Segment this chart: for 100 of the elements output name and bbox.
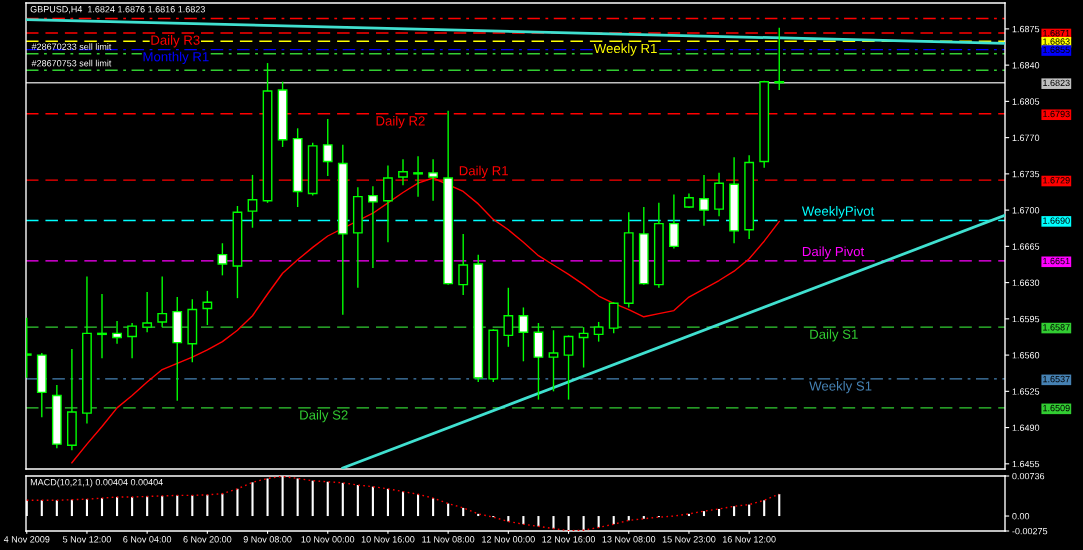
y-tick-label: 1.6455 [1012,460,1040,468]
bar [778,494,781,517]
x-tick-label: 10 Nov 16:00 [361,536,415,543]
x-tick-label: 6 Nov 20:00 [183,536,232,543]
y-tick-label: 0.00 [1012,513,1030,520]
x-tick-label: 11 Nov 08:00 [422,536,475,543]
bar [702,511,706,517]
y-tick-label: 1.6875 [1012,25,1040,33]
y-tick-label: 1.6805 [1012,98,1040,105]
ref-line-label: Daily R2 [376,115,425,129]
bar [296,478,299,517]
x-tick-label: 13 Nov 08:00 [602,536,656,543]
candlestick [774,27,785,91]
x-tick-label: 16 Nov 12:00 [722,536,776,543]
bar [597,516,600,528]
y-tick-label: 1.6630 [1012,279,1040,286]
y-tick-label: 1.6525 [1012,388,1040,395]
bar [161,495,164,517]
bar [176,495,179,517]
bar [341,482,344,517]
ref-line-label: Daily S1 [810,329,858,342]
y2-tick-label: 1.6651 [1043,257,1070,265]
ref-line-label: Daily Pivot [802,246,865,259]
ref-line-label: WeeklyPivot [801,206,875,219]
bar [311,480,314,517]
ref-line-label: Weekly R1 [593,43,657,56]
y2-tick-label: 1.6793 [1043,110,1070,118]
bar [251,482,254,517]
y2-tick-label: 1.6509 [1043,404,1070,412]
annotation: #28670233 sell limit [31,43,112,50]
y-tick-label: 1.6840 [1012,62,1040,69]
bar [131,497,134,517]
y2-tick-label: 1.6855 [1043,46,1070,53]
candlestick [413,155,423,198]
candlestick [503,287,514,348]
candlestick [668,193,679,250]
ref-line-label: Daily R3 [151,35,200,48]
y2-tick-label: 1.6863 [1043,38,1070,45]
ref-line-label: Daily S2 [300,409,348,423]
bar [85,499,89,517]
bar [100,498,104,517]
candlestick [563,334,574,401]
bar [612,516,615,525]
bar [447,503,450,517]
y2-tick-label: 1.6729 [1043,177,1070,184]
x-tick-label: 15 Nov 23:00 [662,536,716,543]
bar [40,500,43,517]
candlestick [593,321,604,343]
y-tick-label: 1.6595 [1012,315,1040,323]
candlestick [202,290,213,326]
bar [146,496,149,517]
y-tick-label: 1.6700 [1012,207,1040,214]
x-tick-label: 9 Nov 08:00 [243,536,292,543]
bar [70,499,73,517]
bar [55,500,58,517]
candlestick [548,329,559,393]
y-tick-label: 1.6770 [1012,134,1040,141]
y-tick-label: 1.6735 [1012,170,1040,178]
bar [386,488,390,517]
y-tick-label: 0.00736 [1012,472,1045,480]
annotation: #28670753 sell limit [31,59,112,67]
bar [356,485,359,517]
y-tick-label: 1.6560 [1012,352,1040,359]
bar [116,497,119,517]
candlestick [383,164,393,243]
candlestick [398,158,408,186]
bar [221,493,224,517]
x-tick-label: 10 Nov 00:00 [301,536,355,543]
candlestick [142,291,153,334]
x-tick-label: 4 Nov 2009 [3,536,50,543]
candlestick [699,174,709,227]
x-tick-label: 6 Nov 04:00 [123,536,172,543]
chart-title: MACD(10,21,1) 0.00404 0.00404 [30,478,163,488]
candlestick [247,174,258,229]
bar [748,504,751,517]
bar [522,516,525,525]
candlestick [217,242,228,277]
y2-tick-label: 1.6871 [1043,30,1070,37]
bar [462,507,465,517]
bar [642,516,645,519]
ref-line-label: Daily R1 [459,165,508,178]
candlestick [518,306,529,362]
candlestick [578,326,589,369]
bar [763,500,766,517]
candlestick [112,320,122,345]
candlestick [367,185,378,269]
chart-title: GBPUSD,H4 1.6824 1.6876 1.6816 1.6823 [30,6,205,14]
bar [266,478,269,517]
x-tick-label: 5 Nov 12:00 [62,536,111,543]
y2-tick-label: 1.6537 [1043,375,1070,383]
bar [401,491,405,517]
y2-tick-label: 1.6823 [1043,79,1070,87]
y-tick-label: 1.6490 [1012,424,1040,431]
bar [537,516,540,527]
ref-line-label: Monthly R1 [143,51,209,64]
bar [326,481,329,517]
bar [733,506,736,517]
bar [236,488,239,517]
candlestick [458,233,469,296]
candlestick [127,322,138,359]
